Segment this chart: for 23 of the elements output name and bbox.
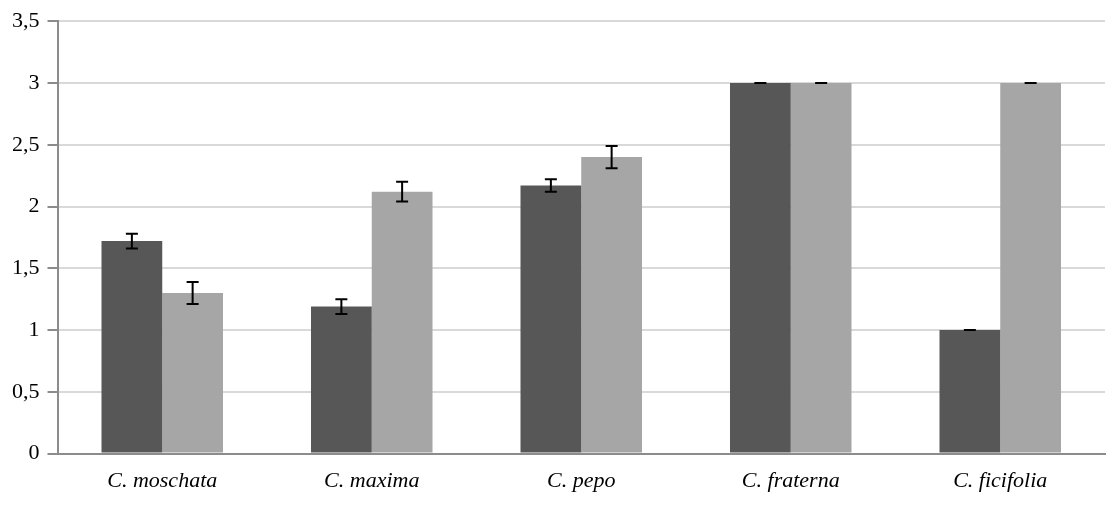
bar [520, 185, 582, 453]
x-tick-label: C. pepo [547, 466, 616, 492]
x-tick-label: C. ficifolia [953, 466, 1048, 492]
bar [311, 306, 372, 453]
y-tick-label: 0,5 [12, 377, 40, 403]
bar [1000, 82, 1062, 453]
y-tick-label: 0 [28, 439, 40, 465]
x-tick-label: C. maxima [324, 466, 420, 492]
bar [101, 241, 163, 453]
bar [581, 157, 643, 453]
y-tick-label: 2 [28, 192, 40, 218]
bar [730, 82, 791, 453]
x-tick-label: C. moschata [107, 466, 218, 492]
bar [790, 82, 852, 453]
y-tick-label: 3,5 [12, 6, 40, 32]
y-tick-label: 1 [28, 315, 40, 341]
bar [371, 191, 433, 453]
x-tick-label: C. fraterna [741, 466, 840, 492]
bar [162, 292, 224, 453]
y-tick-label: 2,5 [12, 130, 40, 156]
y-tick-label: 3 [28, 68, 40, 94]
y-tick-label: 1,5 [12, 254, 40, 280]
bar [939, 330, 1001, 453]
